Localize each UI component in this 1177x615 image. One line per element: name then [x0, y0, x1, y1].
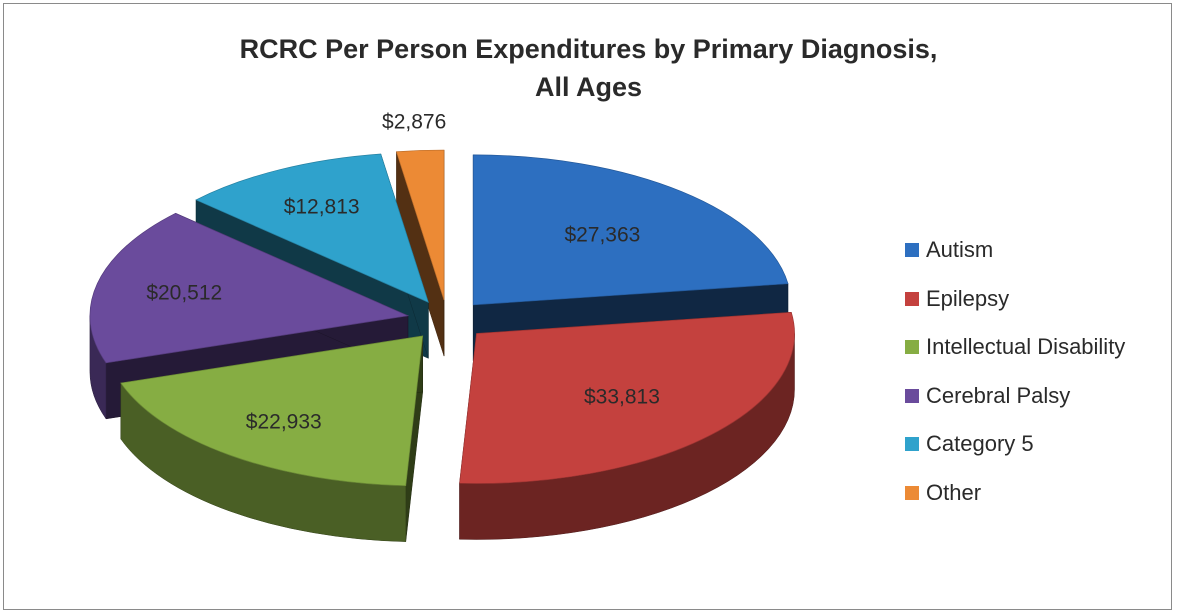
legend-swatch-category-5	[905, 437, 919, 452]
pie-slice-top-other	[395, 149, 445, 301]
pie-slice-epilepsy	[459, 311, 795, 540]
data-label-epilepsy: $33,813	[584, 385, 660, 408]
legend-item-other: Other	[905, 469, 1125, 518]
data-label-intellectual-disability: $22,933	[246, 411, 322, 434]
legend-item-cerebral-palsy: Cerebral Palsy	[905, 372, 1125, 421]
chart-title-line-1: RCRC Per Person Expenditures by Primary …	[239, 34, 938, 64]
legend-label-autism: Autism	[926, 237, 994, 263]
pie-slice-intellectual-disability	[120, 335, 424, 542]
legend-swatch-epilepsy	[905, 291, 919, 306]
pie-slice-other	[395, 149, 445, 357]
data-label-category-5: $12,813	[284, 196, 360, 219]
chart-title: RCRC Per Person Expenditures by Primary …	[0, 30, 1177, 106]
legend-swatch-autism	[905, 243, 919, 258]
legend-label-cerebral-palsy: Cerebral Palsy	[926, 382, 1071, 408]
chart-legend: Autism Epilepsy Intellectual Disability …	[905, 226, 1125, 517]
legend-item-epilepsy: Epilepsy	[905, 275, 1125, 324]
data-label-autism: $27,363	[564, 224, 640, 247]
legend-item-intellectual-disability: Intellectual Disability	[905, 323, 1125, 372]
legend-label-other: Other	[926, 479, 982, 505]
pie-slice-top-category-5	[195, 153, 429, 303]
legend-item-autism: Autism	[905, 226, 1125, 275]
legend-label-category-5: Category 5	[926, 431, 1034, 457]
pie-slice-top-cerebral-palsy	[89, 212, 410, 364]
data-label-cerebral-palsy: $20,512	[146, 282, 222, 305]
pie-slice-top-epilepsy	[459, 311, 795, 484]
legend-swatch-intellectual-disability	[905, 340, 919, 355]
legend-swatch-cerebral-palsy	[905, 388, 919, 403]
pie-slice-top-intellectual-disability	[120, 335, 424, 487]
legend-swatch-other	[905, 485, 919, 500]
legend-label-intellectual-disability: Intellectual Disability	[926, 334, 1126, 360]
legend-label-epilepsy: Epilepsy	[926, 285, 1010, 311]
pie-slice-top-autism	[472, 154, 789, 306]
data-label-other: $2,876	[382, 110, 446, 133]
legend-item-category-5: Category 5	[905, 420, 1125, 469]
chart-title-line-2: All Ages	[534, 72, 643, 102]
